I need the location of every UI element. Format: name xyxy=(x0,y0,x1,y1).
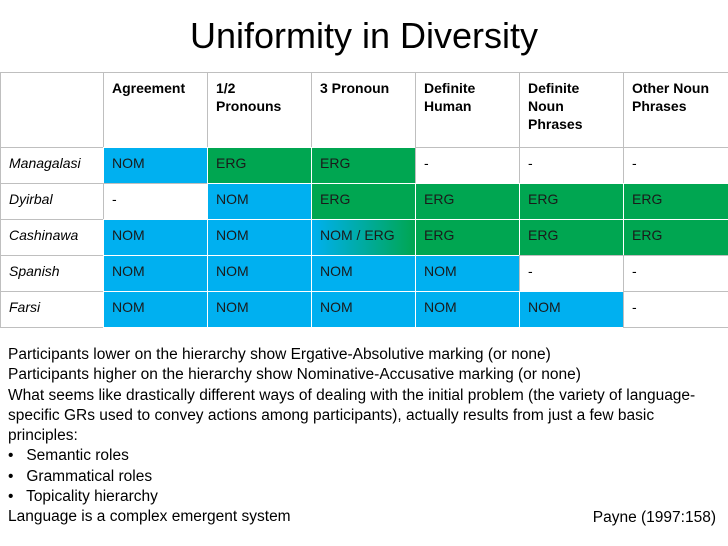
header-cell xyxy=(0,72,104,148)
table-cell: NOM xyxy=(311,255,416,292)
table-cell: NOM xyxy=(103,255,208,292)
table-cell: - xyxy=(415,147,520,184)
table-cell: NOM xyxy=(207,183,312,220)
table-cell: ERG xyxy=(415,219,520,256)
table-cell: ERG xyxy=(311,147,416,184)
note-line: What seems like drastically different wa… xyxy=(8,386,696,445)
header-cell: Definite Human xyxy=(415,72,520,148)
note-line: • Grammatical roles xyxy=(8,467,153,485)
row-label: Farsi xyxy=(0,291,104,328)
row-label: Cashinawa xyxy=(0,219,104,256)
table-cell: NOM xyxy=(415,291,520,328)
header-cell: Other Noun Phrases xyxy=(623,72,728,148)
slide-title: Uniformity in Diversity xyxy=(189,15,539,56)
table-cell: NOM xyxy=(415,255,520,292)
notes: Participants lower on the hierarchy show… xyxy=(8,345,720,528)
row-label: Spanish xyxy=(0,255,104,292)
table-cell: ERG xyxy=(207,147,312,184)
header-cell: Agreement xyxy=(103,72,208,148)
table-cell: NOM xyxy=(207,291,312,328)
table-cell: ERG xyxy=(311,183,416,220)
note-line: • Semantic roles xyxy=(8,447,129,465)
table-cell: NOM / ERG xyxy=(311,219,416,256)
row-label: Dyirbal xyxy=(0,183,104,220)
table-cell: NOM xyxy=(103,147,208,184)
table-cell: ERG xyxy=(519,183,624,220)
note-line: Participants lower on the hierarchy show… xyxy=(8,346,551,363)
citation: Payne (1997:158) xyxy=(592,509,716,526)
note-line: • Topicality hierarchy xyxy=(8,488,158,506)
table-cell: NOM xyxy=(207,219,312,256)
table-cell: ERG xyxy=(415,183,520,220)
table-cell: NOM xyxy=(519,291,624,328)
table-cell: NOM xyxy=(103,219,208,256)
table-cell: - xyxy=(103,183,208,220)
table-cell: - xyxy=(623,255,728,292)
table: Agreement 1/2 Pronouns 3 Pronoun Definite H… xyxy=(0,72,728,328)
table-cell: - xyxy=(519,255,624,292)
table-cell: NOM xyxy=(311,291,416,328)
row-label: Managalasi xyxy=(0,147,104,184)
table-cell: - xyxy=(623,147,728,184)
table-cell: - xyxy=(519,147,624,184)
note-line: Language is a complex emergent system xyxy=(8,508,291,526)
note-line: Participants higher on the hierarchy sho… xyxy=(8,366,581,384)
table-cell: NOM xyxy=(103,291,208,328)
table-cell: - xyxy=(623,291,728,328)
header-cell: 3 Pronoun xyxy=(311,72,416,148)
table-cell: ERG xyxy=(519,219,624,256)
header-cell: 1/2 Pronouns xyxy=(207,72,312,148)
table-cell: ERG xyxy=(623,219,728,256)
header-cell: Definite Noun Phrases xyxy=(519,72,624,148)
table-cell: NOM xyxy=(207,255,312,292)
table-cell: ERG xyxy=(623,183,728,220)
